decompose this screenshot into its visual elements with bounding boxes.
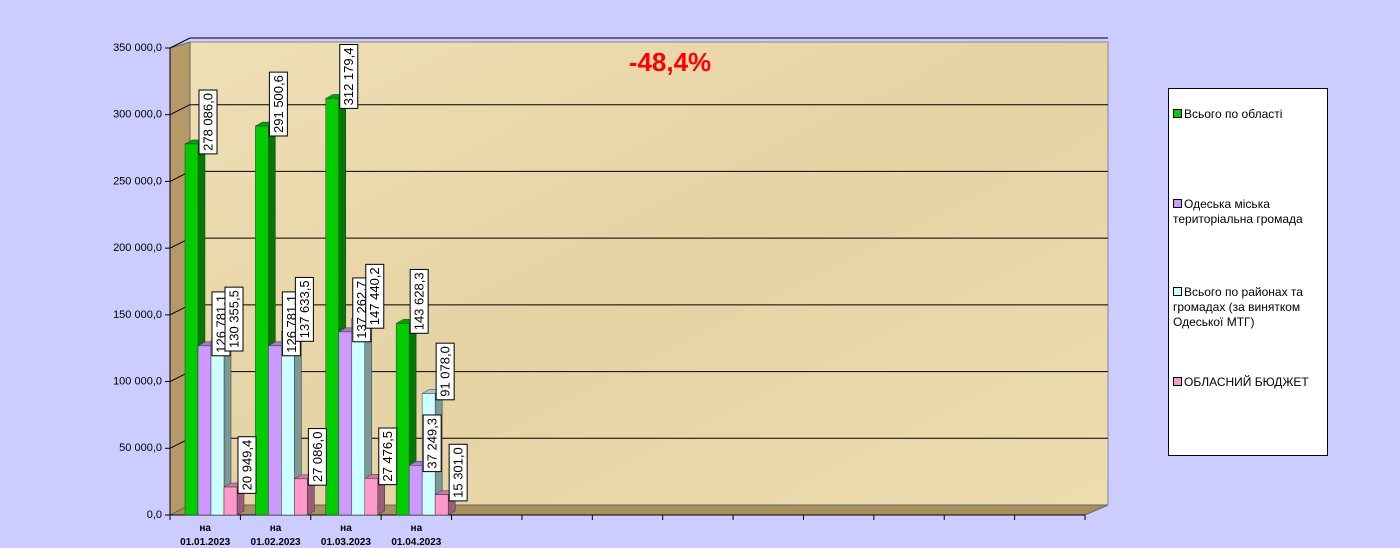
data-label-text: 291 500,6 — [271, 75, 286, 133]
data-label: 278 086,0 — [198, 89, 218, 155]
data-label-text: 278 086,0 — [200, 93, 215, 151]
data-label-box — [198, 89, 218, 155]
data-label-box — [294, 276, 314, 342]
x-tick-label: на 01.01.2023 — [180, 523, 230, 548]
bar-front — [210, 340, 225, 516]
grid-line — [169, 104, 191, 116]
bar-front — [197, 345, 212, 516]
data-label-text: 37 249,3 — [425, 418, 440, 469]
data-label-text: 147 440,2 — [367, 267, 382, 325]
y-tick-label: 150 000,0 — [113, 309, 162, 321]
data-label-box — [224, 286, 244, 352]
legend-entry: Всього по області — [1173, 107, 1327, 122]
data-label-box — [365, 263, 385, 329]
data-label-box — [422, 414, 442, 473]
bar-front — [325, 98, 340, 516]
bar-front — [395, 323, 410, 516]
bar-front — [268, 345, 282, 516]
legend-marker — [1173, 287, 1182, 296]
x-tick-label: на 01.04.2023 — [391, 523, 441, 548]
bar — [210, 336, 232, 516]
data-label: 291 500,6 — [268, 71, 288, 137]
legend-label: ОБЛАСНИЙ БЮДЖЕТ — [1184, 375, 1309, 389]
bar-front — [223, 486, 238, 516]
data-label-text: 27 476,5 — [380, 431, 395, 482]
y-tick-label: 250 000,0 — [113, 175, 162, 187]
data-label: 91 078,0 — [435, 342, 455, 401]
y-tick-label: 100 000,0 — [113, 375, 162, 387]
bar-front — [281, 331, 295, 516]
data-label-text: 312 179,4 — [341, 48, 356, 106]
legend-entry: Всього по районах та громадах (за винятк… — [1173, 285, 1327, 330]
legend-label: Одеська міська територіальна громада — [1173, 197, 1303, 226]
bar-front — [338, 331, 353, 516]
data-label: 130 355,5 — [224, 286, 244, 352]
data-label-box — [339, 44, 359, 109]
data-label-text: 91 078,0 — [438, 346, 453, 397]
data-label-box — [237, 436, 257, 494]
data-label: 37 249,3 — [422, 414, 442, 473]
data-label-text: 143 628,3 — [412, 272, 427, 330]
legend-label: Всього по районах та громадах (за винятк… — [1173, 285, 1303, 329]
data-label-box — [435, 342, 455, 401]
data-label-text: 130 355,5 — [226, 290, 241, 348]
bar-front — [294, 478, 308, 516]
data-label-box — [409, 268, 429, 334]
x-tick-label: на 01.03.2023 — [321, 523, 371, 548]
bar-front — [364, 478, 379, 516]
legend-label: Всього по області — [1184, 107, 1283, 121]
data-label: 312 179,4 — [339, 44, 359, 109]
bar-front — [255, 125, 269, 516]
legend-entry: ОБЛАСНИЙ БЮДЖЕТ — [1173, 375, 1327, 390]
data-label-text: 20 949,4 — [239, 440, 254, 491]
y-tick-label: 300 000,0 — [113, 109, 162, 121]
data-label-text: 137 633,5 — [297, 280, 312, 338]
bar-front — [434, 494, 449, 516]
data-label: 20 949,4 — [237, 436, 257, 494]
data-label: 143 628,3 — [409, 268, 429, 334]
legend-marker — [1173, 377, 1182, 386]
legend-marker — [1173, 109, 1182, 118]
annotation: -48,4% — [629, 47, 711, 77]
y-tick-label: 350 000,0 — [113, 42, 162, 54]
data-label-text: 27 086,0 — [310, 432, 325, 483]
data-label: 27 476,5 — [378, 427, 398, 486]
bar-front — [408, 465, 423, 516]
data-label-box — [448, 443, 468, 502]
data-label-box — [268, 71, 288, 137]
y-tick-label: 200 000,0 — [113, 242, 162, 254]
data-label-text: 15 301,0 — [451, 447, 466, 498]
data-label: 137 633,5 — [294, 276, 314, 342]
grid-line — [169, 37, 191, 49]
bar-front — [351, 318, 366, 516]
y-tick-label: 50 000,0 — [119, 442, 162, 454]
data-label-box — [307, 428, 327, 486]
legend-entry: Одеська міська територіальна громада — [1173, 197, 1327, 227]
data-label-box — [378, 427, 398, 486]
x-tick-label: на 01.02.2023 — [251, 523, 301, 548]
legend: Всього по області Одеська міська територі… — [1168, 88, 1328, 456]
data-label: 15 301,0 — [448, 443, 468, 502]
bar-front — [184, 143, 199, 516]
y-tick-label: 0,0 — [147, 509, 162, 521]
data-label: 147 440,2 — [365, 263, 385, 329]
data-label: 27 086,0 — [307, 428, 327, 486]
legend-marker — [1173, 199, 1182, 208]
